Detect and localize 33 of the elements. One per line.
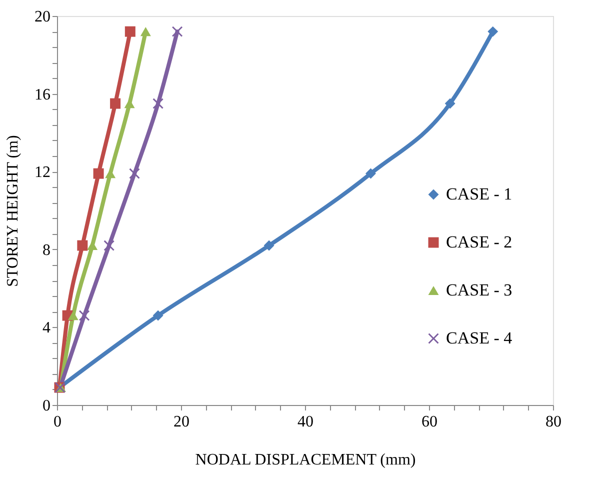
point [488, 26, 498, 37]
point [68, 310, 78, 320]
point [152, 310, 164, 321]
x-tick-label: 60 [422, 414, 438, 430]
y-tick-label: 20 [34, 8, 50, 26]
x-axis-title: NODAL DISPLACEMENT (mm) [195, 452, 416, 468]
x-tick-label: 40 [298, 414, 314, 430]
y-tick-label: 16 [34, 86, 50, 104]
y-tick-label: 4 [42, 320, 50, 337]
point [110, 98, 121, 109]
point [365, 168, 376, 179]
point [129, 168, 140, 179]
point [172, 26, 183, 37]
legend-label: CASE - 2 [446, 232, 512, 252]
legend-label: CASE - 4 [446, 328, 513, 348]
x-tick-label: 0 [54, 414, 62, 430]
x-tick-label: 20 [174, 414, 190, 430]
y-tick-label: 8 [42, 242, 50, 259]
x-tick-label: 80 [546, 414, 562, 430]
point [140, 27, 151, 36]
point [93, 168, 104, 179]
point [77, 240, 88, 251]
y-tick-label: 0 [42, 398, 50, 414]
point [124, 26, 136, 37]
point [79, 310, 90, 321]
point [104, 240, 114, 251]
y-axis-title: STOREY HEIGHT (m) [4, 135, 22, 287]
point [264, 240, 274, 251]
point [444, 98, 456, 109]
y-tick-label: 12 [34, 164, 50, 182]
point [152, 98, 164, 109]
legend-label: CASE - 1 [446, 184, 512, 204]
legend-label: CASE - 3 [446, 280, 512, 300]
